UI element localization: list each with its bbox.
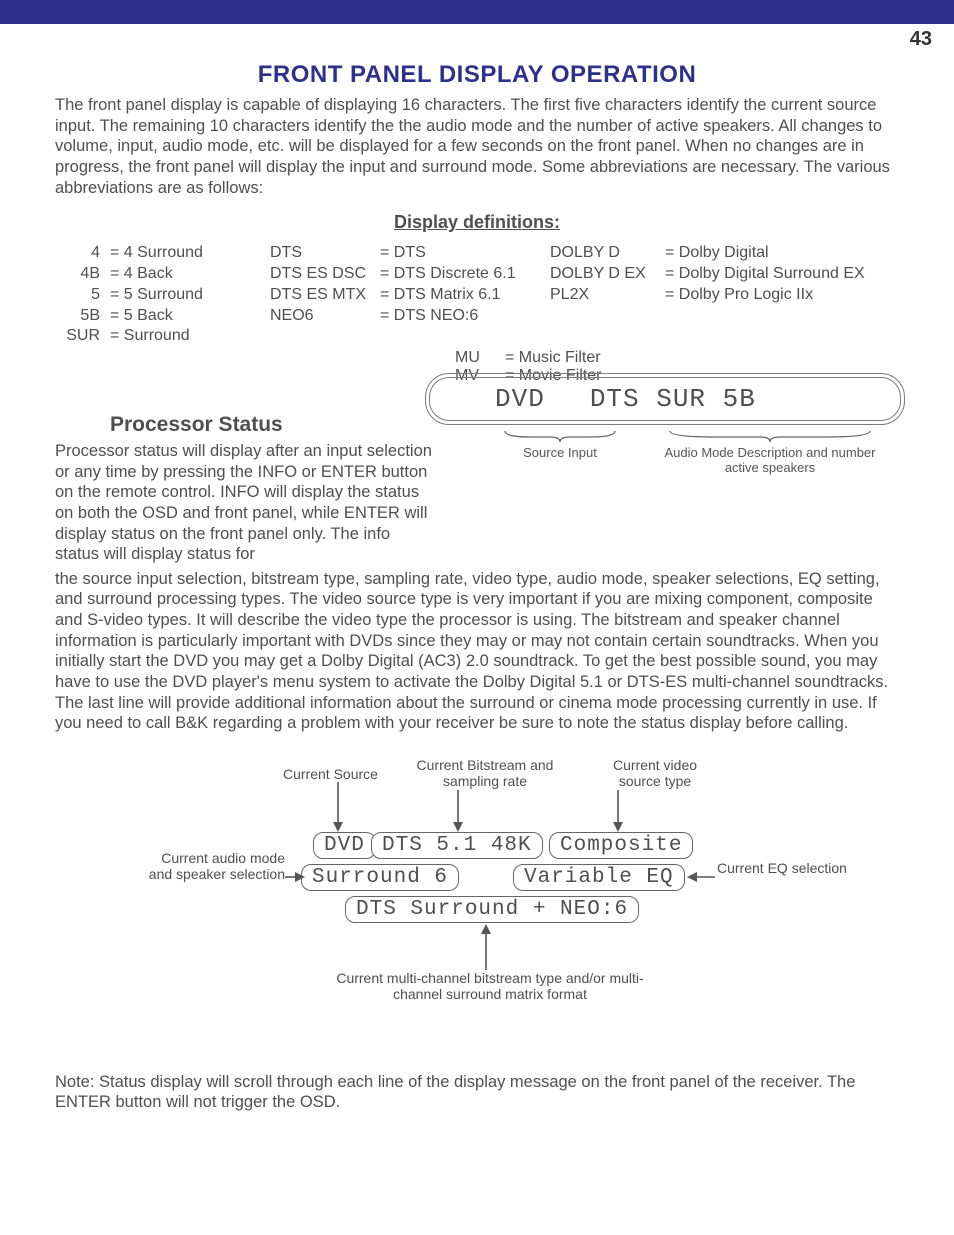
- page-title: FRONT PANEL DISPLAY OPERATION: [55, 61, 899, 89]
- arrow-icon: [450, 790, 466, 832]
- def-code: DOLBY D EX: [550, 264, 665, 285]
- definitions-col-3: DOLBY D= Dolby Digital DOLBY D EX= Dolby…: [550, 243, 899, 347]
- def-code: 4B: [55, 264, 110, 285]
- lcd-source-label: Source Input: [465, 445, 655, 460]
- def-code: DTS: [270, 243, 380, 264]
- definitions-heading: Display definitions:: [55, 212, 899, 233]
- label-bitstream: Current Bitstream and sampling rate: [405, 757, 565, 789]
- lcd-display: DVD DTS SUR 5B Source Input Audio Mode D…: [425, 373, 905, 475]
- def-code: 5: [55, 285, 110, 306]
- arrow-icon: [687, 871, 715, 883]
- label-eq: Current EQ selection: [717, 860, 847, 876]
- def-desc: = Dolby Pro Logic IIx: [665, 285, 813, 306]
- processor-text-1: Processor status will display after an i…: [55, 441, 435, 565]
- def-code: DTS ES MTX: [270, 285, 380, 306]
- brace-icon: [500, 429, 620, 443]
- lcd-mode-text: DTS SUR 5B: [590, 384, 756, 414]
- arrow-icon: [478, 924, 494, 970]
- intro-paragraph: The front panel display is capable of di…: [55, 95, 899, 198]
- top-bar: [0, 0, 954, 24]
- label-matrix: Current multi-channel bitstream type and…: [330, 970, 650, 1002]
- label-video-type: Current video source type: [595, 757, 715, 789]
- def-code: DTS ES DSC: [270, 264, 380, 285]
- label-audio-mode: Current audio mode and speaker selection: [135, 850, 285, 882]
- def-desc: = Music Filter: [505, 349, 601, 367]
- def-code: DOLBY D: [550, 243, 665, 264]
- definitions-col-2: DTS= DTS DTS ES DSC= DTS Discrete 6.1 DT…: [270, 243, 550, 347]
- def-desc: = Dolby Digital: [665, 243, 769, 264]
- lcd-source-text: DVD: [495, 384, 545, 414]
- def-code: SUR: [55, 326, 110, 347]
- osd-variable-eq: Variable EQ: [513, 864, 685, 891]
- def-desc: = Surround: [110, 326, 190, 347]
- def-code: 5B: [55, 306, 110, 327]
- def-desc: = DTS: [380, 243, 426, 264]
- def-code: 4: [55, 243, 110, 264]
- def-code: PL2X: [550, 285, 665, 306]
- def-desc: = 5 Back: [110, 306, 173, 327]
- processor-section: Processor Status Processor status will d…: [55, 413, 899, 565]
- processor-text-2: the source input selection, bitstream ty…: [55, 569, 899, 734]
- osd-dts: DTS 5.1 48K: [371, 832, 543, 859]
- osd-diagram: Current Source Current Bitstream and sam…: [55, 752, 899, 1052]
- def-desc: = DTS NEO:6: [380, 306, 478, 327]
- def-code: MU: [455, 349, 505, 367]
- definitions-block: 4= 4 Surround 4B= 4 Back 5= 5 Surround 5…: [55, 243, 899, 347]
- osd-surround: Surround 6: [301, 864, 459, 891]
- page-number: 43: [0, 28, 954, 51]
- def-code: NEO6: [270, 306, 380, 327]
- def-desc: = Dolby Digital Surround EX: [665, 264, 865, 285]
- label-current-source: Current Source: [283, 766, 378, 782]
- osd-neo: DTS Surround + NEO:6: [345, 896, 639, 923]
- brace-icon: [665, 429, 875, 443]
- def-desc: = DTS Discrete 6.1: [380, 264, 516, 285]
- arrow-icon: [285, 871, 305, 883]
- definitions-col-1: 4= 4 Surround 4B= 4 Back 5= 5 Surround 5…: [55, 243, 270, 347]
- note-paragraph: Note: Status display will scroll through…: [55, 1072, 899, 1113]
- def-desc: = 5 Surround: [110, 285, 203, 306]
- def-desc: = 4 Back: [110, 264, 173, 285]
- lcd-mode-label: Audio Mode Description and number active…: [655, 445, 885, 475]
- arrow-icon: [330, 782, 346, 832]
- osd-dvd: DVD: [313, 832, 376, 859]
- def-desc: = 4 Surround: [110, 243, 203, 264]
- arrow-icon: [610, 790, 626, 832]
- def-desc: = DTS Matrix 6.1: [380, 285, 500, 306]
- osd-composite: Composite: [549, 832, 693, 859]
- page-content: FRONT PANEL DISPLAY OPERATION The front …: [0, 61, 954, 1147]
